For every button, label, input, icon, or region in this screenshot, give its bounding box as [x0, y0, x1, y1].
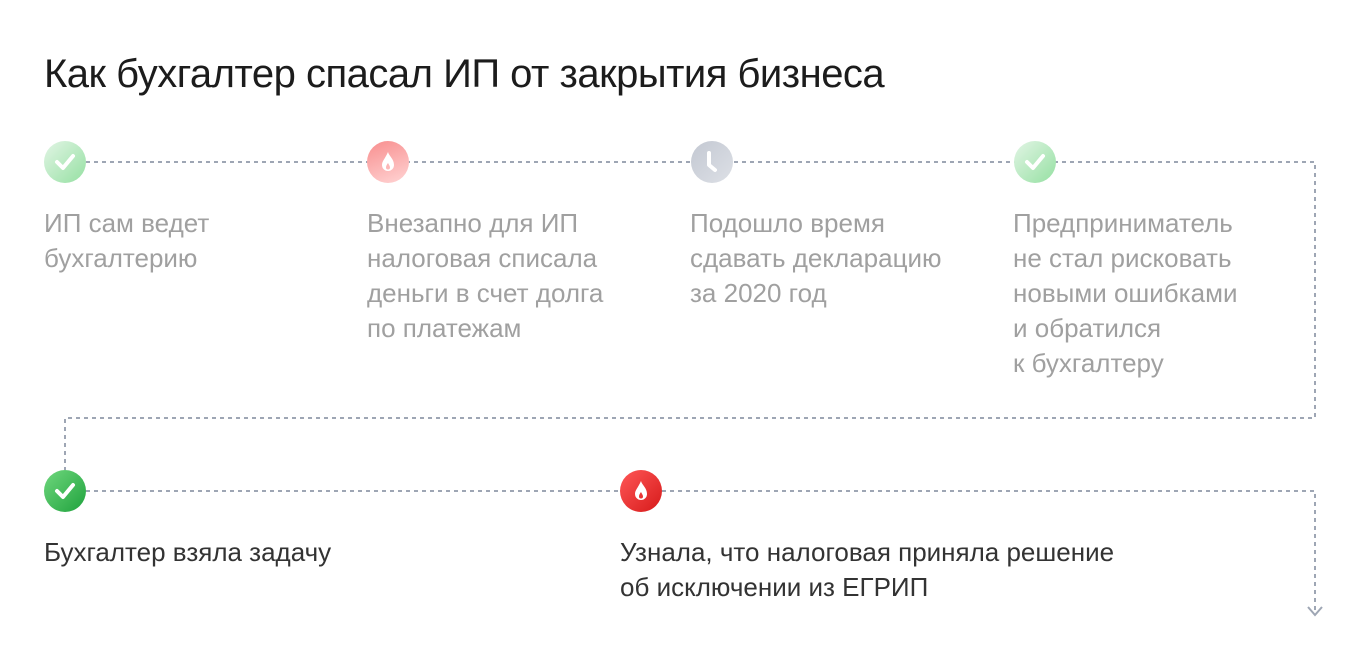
- step-text: ИП сам ведет бухгалтерию: [44, 208, 210, 273]
- step-text: Предприниматель не стал рисковать новыми…: [1013, 208, 1238, 378]
- connector-row2: [86, 490, 1316, 612]
- clock-icon: [691, 141, 733, 183]
- step-text: Внезапно для ИП налоговая списала деньги…: [367, 208, 604, 343]
- step-text: Подошло время сдавать декларацию за 2020…: [690, 208, 942, 308]
- check-icon: [1014, 141, 1056, 183]
- step-text: Бухгалтер взяла задачу: [44, 537, 332, 567]
- step-text: Узнала, что налоговая приняла решение об…: [620, 537, 1115, 602]
- connector-row1: [64, 161, 1316, 470]
- check-icon: [44, 141, 86, 183]
- fire-icon: [620, 470, 662, 512]
- check-icon: [44, 470, 86, 512]
- page-title: Как бухгалтер спасал ИП от закрытия бизн…: [44, 52, 885, 96]
- arrow-down-icon: [1307, 606, 1323, 617]
- fire-icon: [367, 141, 409, 183]
